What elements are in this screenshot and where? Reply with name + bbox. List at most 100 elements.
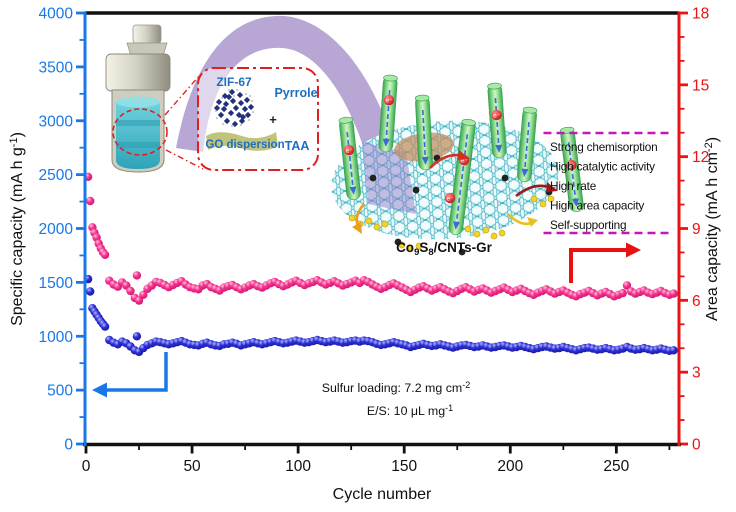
data-point xyxy=(86,287,95,296)
left-tick-label: 2500 xyxy=(39,167,74,184)
polysulfide-bead xyxy=(482,226,490,234)
feature-item: High rate xyxy=(550,179,597,193)
polysulfide-bead xyxy=(490,232,498,240)
left-tick-label: 1000 xyxy=(39,329,74,346)
electron-icon xyxy=(343,144,355,156)
left-tick-label: 4000 xyxy=(39,6,74,23)
right-tick-label: 6 xyxy=(692,293,701,310)
data-point xyxy=(132,332,142,341)
x-tick-label: 50 xyxy=(183,458,201,475)
series-specific-capacity-blue xyxy=(83,274,678,357)
sulfur-ball xyxy=(412,186,420,194)
plot-frame xyxy=(83,11,681,447)
left-axis-title: Specific capacity (mA h g-1) xyxy=(8,132,26,326)
cnt-tube: e⁻ xyxy=(559,126,584,213)
right-tick-label: 15 xyxy=(692,77,709,94)
feature-item: Strong chemisorption xyxy=(550,140,657,154)
cnt-tube: e⁻ xyxy=(378,74,398,153)
left-tick-label: 500 xyxy=(47,383,73,400)
sulfur-ball xyxy=(369,174,377,182)
precursor-box: ZIF-67 Pyrrole + GO dispersion TAA xyxy=(197,67,319,171)
sulfur-ball xyxy=(458,248,466,256)
data-point xyxy=(669,346,678,355)
x-tick-label: 250 xyxy=(603,458,629,475)
svg-text:e⁻: e⁻ xyxy=(385,97,393,105)
electron-flow-arrow xyxy=(346,132,354,187)
go-ribbon xyxy=(206,132,278,151)
electron-flow-arrow xyxy=(455,134,469,222)
electron-icon xyxy=(491,109,502,121)
svg-text:e⁻: e⁻ xyxy=(345,147,353,155)
right-tick-label: 9 xyxy=(692,221,701,238)
left-tick-label: 3000 xyxy=(39,113,74,130)
electron-icon xyxy=(383,94,395,106)
polysulfide-bead xyxy=(365,217,373,225)
polysulfide-bead xyxy=(473,230,481,238)
cnt-tube xyxy=(414,94,433,171)
x-tick-label: 150 xyxy=(391,458,417,475)
polysulfide-bead xyxy=(530,195,538,203)
right-tick-label: 3 xyxy=(692,365,701,382)
data-point xyxy=(126,286,135,296)
cnt-tube: e⁻ xyxy=(338,116,361,201)
svg-text:e⁻: e⁻ xyxy=(460,157,468,165)
x-tick-label: 0 xyxy=(82,458,91,475)
right-tick-label: 0 xyxy=(692,437,701,454)
polysulfide-bead xyxy=(348,214,356,222)
autoclave-illustration xyxy=(105,24,204,173)
data-point xyxy=(100,250,110,259)
cnt-tube: e⁻ xyxy=(487,82,507,159)
data-point xyxy=(132,271,142,280)
sulfur-ball xyxy=(394,238,402,246)
electron-icon xyxy=(566,159,577,171)
x-tick-label: 200 xyxy=(497,458,523,475)
taa-label: TAA xyxy=(285,139,310,153)
right-tick-label: 18 xyxy=(692,6,709,23)
electron-icon xyxy=(444,192,456,204)
blue-axis-pointer-arrow xyxy=(92,352,168,398)
data-point xyxy=(100,322,110,331)
feature-item: High catalytic activity xyxy=(550,160,655,174)
graphene-cnt-illustration: e⁻ e⁻ e⁻ e⁻ e⁻ e⁻ xyxy=(331,74,584,256)
data-point xyxy=(134,296,144,305)
polysulfide-bead xyxy=(464,225,472,233)
feature-box: Strong chemisorption High catalytic acti… xyxy=(542,131,671,235)
polysulfide-bead xyxy=(381,220,389,228)
zif-67-crystal-illustration xyxy=(213,88,255,128)
sulfur-ball xyxy=(501,174,509,182)
pyrrole-label: Pyrrole xyxy=(274,86,317,100)
polysulfide-bead xyxy=(406,245,414,253)
svg-text:e⁻: e⁻ xyxy=(568,162,576,170)
plus-sign: + xyxy=(269,112,277,127)
synthesis-arrow-arch xyxy=(176,15,405,197)
data-point xyxy=(622,281,632,290)
data-series xyxy=(83,172,678,357)
polysulfide-bead xyxy=(373,223,381,231)
polysulfide-bead xyxy=(498,229,506,237)
cnt-tube xyxy=(517,106,538,183)
left-tick-label: 3500 xyxy=(39,59,74,76)
product-label: Co9S8/CNTs-Gr xyxy=(396,240,493,258)
polysulfide-bead xyxy=(547,195,555,203)
left-tick-label: 2000 xyxy=(39,221,74,238)
feature-item: Self-supporting xyxy=(550,218,626,232)
es-ratio-annotation: E/S: 10 μL mg-1 xyxy=(367,403,453,418)
left-tick-label: 1500 xyxy=(39,275,74,292)
svg-text:e⁻: e⁻ xyxy=(446,196,454,203)
purple-overlay xyxy=(362,142,416,214)
go-dispersion-label: GO dispersion xyxy=(205,139,284,151)
data-point xyxy=(669,289,678,298)
sulfur-loading-annotation: Sulfur loading: 7.2 mg cm-2 xyxy=(322,380,471,395)
data-point xyxy=(618,288,627,298)
electron-flow-arrow xyxy=(567,142,577,199)
polysulfide-bead xyxy=(415,242,423,250)
data-point xyxy=(86,196,95,206)
left-tick-label: 0 xyxy=(64,437,73,454)
magnify-ellipse xyxy=(112,108,168,156)
red-axis-pointer-arrow xyxy=(569,242,641,283)
right-tick-label: 12 xyxy=(692,149,709,166)
x-tick-label: 100 xyxy=(285,458,311,475)
x-axis-title: Cycle number xyxy=(333,486,432,503)
